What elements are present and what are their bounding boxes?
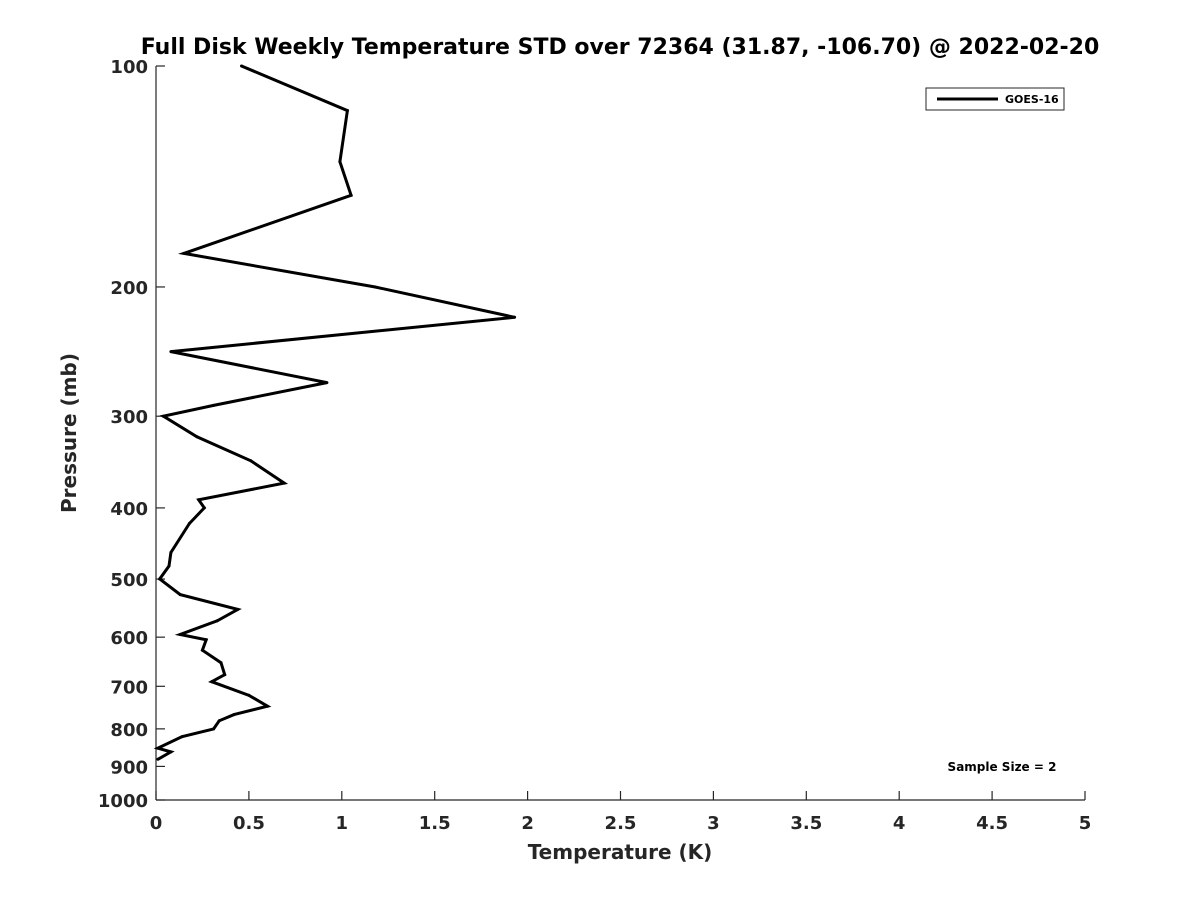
- data-point: [182, 251, 186, 255]
- legend-label: GOES-16: [1005, 93, 1059, 106]
- y-ticks: 100 200 300 400 500 600 700 800 900 1000: [98, 57, 165, 812]
- data-point: [373, 285, 377, 289]
- x-tick-label: 4: [893, 813, 906, 834]
- sample-size-annotation: Sample Size = 2: [948, 760, 1057, 774]
- chart-title: Full Disk Weekly Temperature STD over 72…: [141, 35, 1100, 60]
- y-tick-label: 800: [110, 720, 148, 741]
- data-point: [215, 619, 219, 623]
- data-point: [240, 64, 243, 68]
- data-point: [223, 673, 227, 677]
- x-tick-label: 1: [336, 813, 349, 834]
- x-tick-label: 2: [521, 813, 534, 834]
- x-tick-label: 1.5: [419, 813, 451, 834]
- data-point: [169, 551, 173, 554]
- data-point: [210, 680, 214, 684]
- data-point: [232, 713, 236, 717]
- y-tick-label: 600: [110, 628, 148, 649]
- data-point: [349, 193, 353, 197]
- data-point: [180, 735, 184, 739]
- series-line-goes-16: [153, 64, 515, 761]
- data-point: [197, 498, 201, 502]
- data-point: [219, 661, 223, 665]
- data-point: [236, 607, 240, 611]
- x-tick-label: 5: [1079, 813, 1092, 834]
- data-point: [169, 350, 173, 354]
- x-tick-label: 4.5: [976, 813, 1008, 834]
- data-point: [345, 109, 349, 113]
- data-point: [266, 704, 269, 708]
- y-tick-label: 700: [110, 677, 148, 698]
- data-point: [178, 633, 182, 636]
- y-tick-label: 1000: [98, 791, 148, 812]
- x-tick-label: 3.5: [790, 813, 822, 834]
- data-point: [212, 727, 216, 731]
- data-point: [325, 381, 329, 385]
- data-point: [217, 719, 221, 723]
- data-point: [200, 648, 204, 652]
- x-axis: 0 0.5 1 1.5 2 2.5 3 3.5 4 4.5 5 Temperature (K): [150, 791, 1092, 864]
- x-tick-label: 3: [707, 813, 720, 834]
- data-point: [195, 435, 199, 439]
- y-tick-label: 400: [110, 499, 148, 520]
- data-point: [187, 522, 191, 525]
- data-point: [202, 506, 206, 510]
- data-point: [338, 160, 342, 164]
- data-point: [161, 414, 165, 418]
- x-ticks: 0 0.5 1 1.5 2 2.5 3 3.5 4 4.5 5: [150, 791, 1092, 834]
- y-axis-label: Pressure (mb): [57, 353, 81, 513]
- data-point: [169, 750, 173, 754]
- data-point: [156, 746, 160, 750]
- data-point: [282, 481, 286, 485]
- data-point: [204, 638, 208, 642]
- data-point: [178, 593, 182, 597]
- data-point: [249, 459, 253, 463]
- x-tick-label: 0.5: [233, 813, 265, 834]
- y-tick-label: 500: [110, 570, 148, 591]
- x-tick-label: 0: [150, 813, 163, 834]
- data-point: [158, 577, 162, 581]
- series-layer: [153, 64, 517, 761]
- data-point: [212, 403, 216, 407]
- data-point: [513, 315, 517, 319]
- legend: GOES-16: [925, 87, 1065, 111]
- y-axis: 100 200 300 400 500 600 700 800 900 1000 Pressure…: [57, 57, 165, 812]
- x-tick-label: 2.5: [605, 813, 637, 834]
- y-tick-label: 900: [110, 757, 148, 778]
- data-point: [167, 564, 171, 568]
- y-tick-label: 300: [110, 407, 148, 428]
- y-tick-label: 200: [110, 278, 148, 299]
- y-tick-label: 100: [110, 57, 148, 78]
- x-axis-label: Temperature (K): [528, 840, 713, 864]
- data-point: [247, 693, 251, 697]
- data-point: [156, 757, 160, 761]
